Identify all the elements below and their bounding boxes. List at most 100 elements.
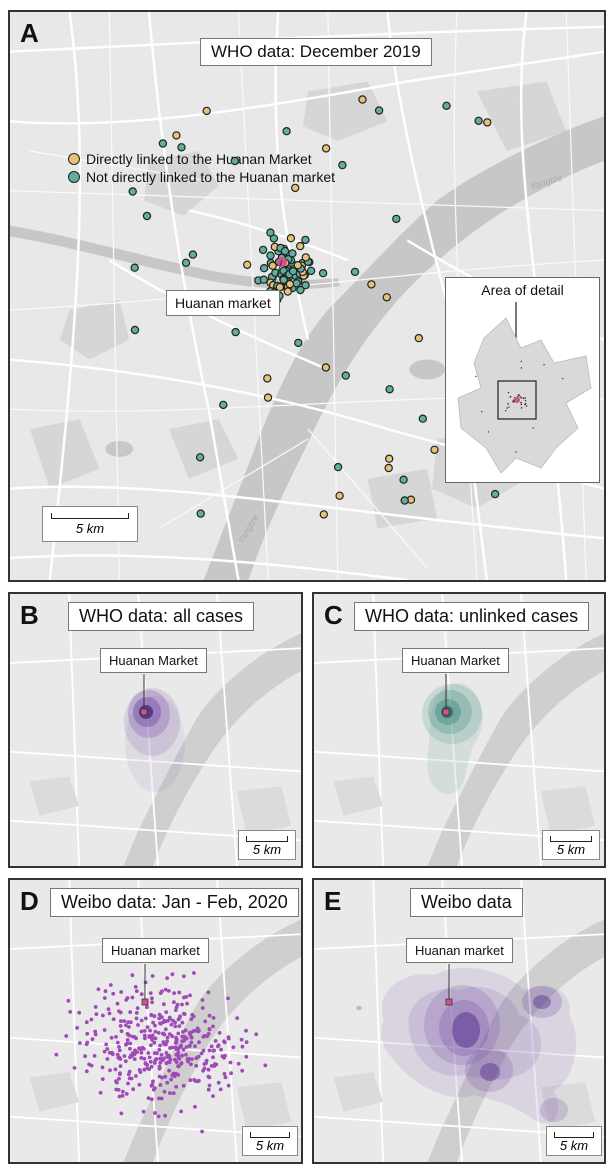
case-point bbox=[483, 118, 492, 127]
weibo-point bbox=[179, 1043, 183, 1048]
weibo-point bbox=[107, 1011, 112, 1016]
weibo-point bbox=[134, 1011, 139, 1015]
case-point bbox=[181, 258, 191, 267]
weibo-point bbox=[226, 996, 230, 1001]
weibo-point bbox=[182, 974, 186, 979]
weibo-point bbox=[244, 1028, 248, 1033]
scale-bar-line bbox=[550, 836, 592, 842]
weibo-point bbox=[213, 1062, 217, 1066]
weibo-point bbox=[128, 1041, 133, 1046]
weibo-point bbox=[172, 1072, 177, 1077]
case-point bbox=[275, 282, 285, 292]
panel-e-market-callout: Huanan market bbox=[406, 938, 513, 963]
weibo-point bbox=[109, 1035, 114, 1040]
weibo-point bbox=[207, 1075, 212, 1080]
weibo-point bbox=[153, 1036, 158, 1041]
case-point bbox=[128, 187, 137, 196]
case-point bbox=[321, 363, 331, 372]
weibo-point bbox=[72, 1066, 77, 1070]
case-point bbox=[259, 275, 268, 284]
panel-e: E Weibo data Huanan market 5 km bbox=[312, 878, 606, 1164]
weibo-point bbox=[174, 1060, 179, 1064]
panel-a-letter: A bbox=[20, 18, 39, 48]
weibo-point bbox=[192, 971, 196, 975]
weibo-point bbox=[157, 1047, 162, 1052]
legend-dot-linked bbox=[68, 153, 80, 165]
case-point bbox=[263, 393, 273, 402]
case-point bbox=[418, 414, 427, 423]
weibo-point bbox=[145, 1062, 150, 1067]
case-point bbox=[294, 338, 303, 348]
weibo-point bbox=[54, 1052, 59, 1057]
weibo-point bbox=[114, 1035, 118, 1039]
weibo-point bbox=[201, 1048, 206, 1053]
weibo-point bbox=[101, 1013, 105, 1018]
weibo-point bbox=[153, 1023, 157, 1028]
weibo-point bbox=[100, 1065, 105, 1070]
panel-d: D Weibo data: Jan - Feb, 2020 Huanan mar… bbox=[8, 878, 303, 1164]
panel-a: A WHO data: December 2019 Directly linke… bbox=[8, 10, 606, 582]
weibo-point bbox=[151, 1079, 155, 1084]
case-point bbox=[288, 267, 298, 276]
case-point bbox=[288, 249, 297, 258]
weibo-point bbox=[117, 1094, 122, 1099]
weibo-point bbox=[222, 1072, 227, 1076]
weibo-point bbox=[118, 1071, 122, 1076]
weibo-point bbox=[209, 1044, 214, 1049]
weibo-point bbox=[189, 1040, 194, 1045]
case-point bbox=[158, 139, 168, 148]
weibo-point bbox=[117, 1045, 121, 1049]
weibo-point bbox=[150, 974, 155, 978]
weibo-point bbox=[104, 1042, 109, 1047]
area-of-detail-inset: Area of detail bbox=[445, 277, 600, 483]
inset-case-dot bbox=[520, 397, 523, 399]
weibo-point bbox=[134, 1016, 139, 1021]
weibo-point bbox=[192, 1077, 197, 1082]
case-point bbox=[296, 241, 305, 251]
panel-d-letter: D bbox=[20, 886, 39, 916]
weibo-point bbox=[172, 1000, 176, 1005]
panel-c-market-callout: Huanan Market bbox=[402, 648, 509, 673]
case-point bbox=[266, 251, 275, 260]
weibo-point bbox=[162, 1089, 167, 1094]
weibo-point bbox=[132, 1035, 137, 1039]
scale-label: 5 km bbox=[252, 842, 282, 857]
inset-map bbox=[457, 302, 592, 474]
legend-dot-unlinked bbox=[68, 171, 80, 183]
inset-case-dot bbox=[543, 364, 545, 366]
weibo-point bbox=[145, 1005, 149, 1010]
inset-case-dot bbox=[520, 360, 522, 363]
weibo-point bbox=[211, 1024, 215, 1029]
weibo-point bbox=[189, 1035, 194, 1040]
weibo-point bbox=[98, 1090, 103, 1095]
weibo-point bbox=[113, 1067, 118, 1072]
weibo-point bbox=[149, 1064, 154, 1069]
weibo-point bbox=[119, 1111, 124, 1116]
weibo-point bbox=[216, 1080, 221, 1085]
weibo-point bbox=[149, 1097, 154, 1102]
weibo-point bbox=[122, 1054, 127, 1058]
weibo-point bbox=[193, 1104, 197, 1109]
inset-case-dot bbox=[519, 396, 521, 398]
case-point bbox=[263, 374, 272, 383]
panel-b-basemap bbox=[10, 594, 301, 866]
weibo-point bbox=[119, 1029, 124, 1034]
case-point bbox=[268, 261, 277, 270]
weibo-point bbox=[119, 1019, 123, 1023]
panel-a-market-callout: Huanan market bbox=[166, 290, 280, 316]
weibo-point bbox=[173, 1024, 178, 1029]
case-point bbox=[177, 143, 186, 152]
weibo-point bbox=[124, 1042, 128, 1047]
weibo-point bbox=[174, 1005, 179, 1009]
weibo-point bbox=[132, 1057, 137, 1061]
weibo-point bbox=[93, 1032, 98, 1037]
weibo-point bbox=[137, 1082, 142, 1087]
weibo-point bbox=[131, 1087, 136, 1092]
weibo-point bbox=[107, 1050, 112, 1055]
case-point bbox=[259, 264, 269, 273]
weibo-point bbox=[134, 989, 139, 993]
weibo-point bbox=[200, 1006, 205, 1010]
case-point bbox=[385, 454, 394, 463]
weibo-point bbox=[152, 1061, 157, 1065]
weibo-point bbox=[190, 1057, 194, 1061]
